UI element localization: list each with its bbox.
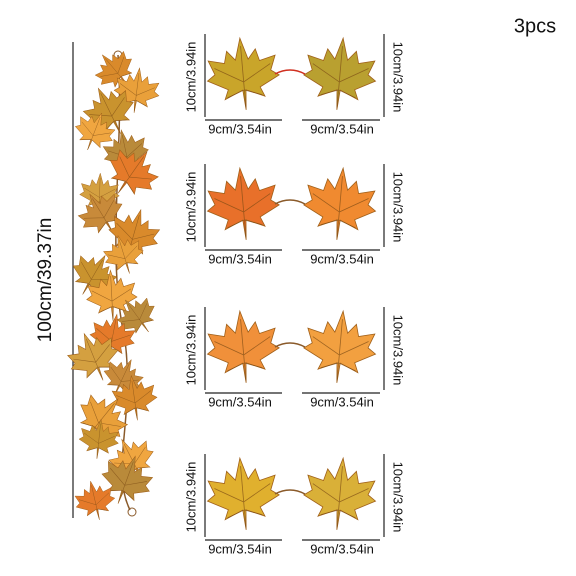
left-height-label: 10cm/3.94in — [183, 315, 198, 386]
leaf-vein — [113, 156, 152, 193]
leaf-rows: 10cm/3.94in 9cm/3.54in 9cm/3.54in 10cm/3.94… — [183, 34, 406, 556]
leaf — [68, 105, 121, 158]
leaf — [102, 202, 166, 266]
leaf — [111, 65, 163, 116]
leaf-pair: 10cm/3.94in 9cm/3.54in 9cm/3.54in 10cm/3.94… — [183, 164, 406, 266]
right-height-label: 10cm/3.94in — [391, 42, 406, 113]
leaf-vein — [78, 485, 110, 519]
leaf — [78, 172, 121, 214]
leaf — [108, 372, 161, 424]
right-height-label: 10cm/3.94in — [391, 315, 406, 386]
leaf — [62, 244, 125, 306]
leaf — [85, 309, 140, 364]
leaf-vein — [107, 239, 138, 273]
leaf-vein — [108, 363, 139, 395]
quantity-label: 3pcs — [514, 15, 556, 37]
leaf-vein — [96, 319, 131, 358]
right-height-label: 10cm/3.94in — [391, 172, 406, 243]
leaf — [97, 137, 168, 208]
leaf — [98, 229, 149, 280]
leaf-vein — [214, 46, 271, 108]
leaf-vein — [312, 319, 369, 381]
leaf — [203, 454, 283, 534]
leaf — [76, 417, 121, 461]
leaf — [60, 323, 127, 391]
leaf-vein — [116, 380, 152, 419]
leaf — [86, 41, 144, 99]
left-width-label: 9cm/3.54in — [208, 541, 272, 556]
leaf-vein — [91, 275, 132, 320]
garland — [60, 41, 168, 525]
leaf — [203, 307, 283, 387]
connector — [274, 199, 306, 205]
leaf-vein — [109, 461, 148, 503]
connector — [274, 69, 306, 75]
leaf — [300, 307, 380, 387]
left-width-label: 9cm/3.54in — [208, 251, 272, 266]
leaf-pair: 10cm/3.94in 9cm/3.54in 9cm/3.54in 10cm/3.94… — [183, 34, 406, 136]
leaf — [98, 125, 153, 179]
left-width-label: 9cm/3.54in — [208, 121, 272, 136]
leaf — [70, 182, 133, 245]
leaf — [109, 288, 165, 344]
connector — [274, 489, 306, 495]
right-width-label: 9cm/3.54in — [310, 394, 374, 409]
left-width-label: 9cm/3.54in — [208, 394, 272, 409]
leaf-vein — [73, 338, 111, 379]
garland-loop — [127, 507, 137, 517]
leaf — [84, 268, 139, 323]
leaf-vein — [214, 466, 271, 528]
leaf-vein — [77, 259, 112, 294]
leaf-vein — [83, 423, 115, 458]
leaf-pair: 10cm/3.94in 9cm/3.54in 9cm/3.54in 10cm/3.94… — [183, 307, 406, 409]
right-width-label: 9cm/3.54in — [310, 121, 374, 136]
leaf — [203, 164, 283, 244]
left-height-label: 10cm/3.94in — [183, 42, 198, 113]
leaf-vein — [312, 46, 369, 108]
leaf-vein — [119, 73, 155, 112]
connector — [274, 342, 306, 348]
leaf-vein — [312, 176, 369, 238]
left-height-label: 10cm/3.94in — [183, 462, 198, 533]
leaf — [300, 34, 380, 114]
leaf-vein — [312, 466, 369, 528]
leaf-pair: 10cm/3.94in 9cm/3.54in 9cm/3.54in 10cm/3.94… — [183, 454, 406, 556]
leaf-vein — [83, 198, 119, 232]
leaf-vein — [214, 319, 271, 381]
leaf-vein — [214, 176, 271, 238]
leaf — [300, 164, 380, 244]
right-height-label: 10cm/3.94in — [391, 462, 406, 533]
leaf-vein — [100, 56, 131, 86]
leaf — [300, 454, 380, 534]
leaf — [71, 476, 119, 525]
leaf-vein — [84, 177, 116, 212]
leaf — [203, 34, 283, 114]
leaf-vein — [81, 117, 111, 149]
leaf — [96, 350, 150, 405]
right-width-label: 9cm/3.54in — [310, 251, 374, 266]
leaf — [94, 447, 160, 513]
length-label: 100cm/39.37in — [35, 218, 56, 343]
leaf-vein — [107, 134, 143, 173]
left-height-label: 10cm/3.94in — [183, 172, 198, 243]
leaf-vein — [116, 215, 155, 257]
leaf-vein — [121, 303, 153, 332]
right-width-label: 9cm/3.54in — [310, 541, 374, 556]
